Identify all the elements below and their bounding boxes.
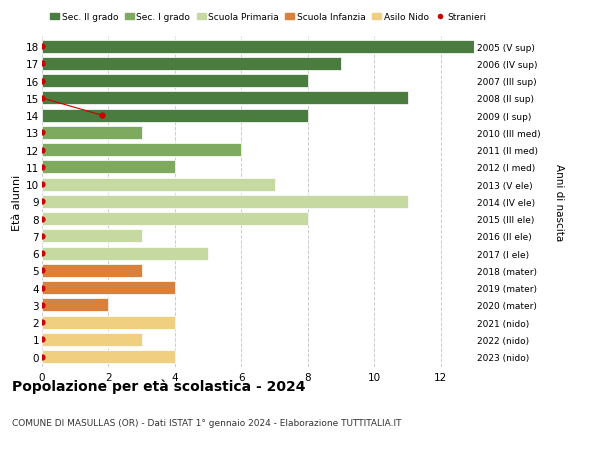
Bar [42,178,275,191]
Bar [42,161,175,174]
Bar [42,316,175,329]
Bar [42,58,341,71]
Y-axis label: Età alunni: Età alunni [12,174,22,230]
Y-axis label: Anni di nascita: Anni di nascita [554,163,564,241]
Bar [42,92,407,105]
Bar [42,350,175,364]
Bar [42,40,474,54]
Bar [42,213,308,226]
Bar [42,109,308,123]
Legend: Sec. II grado, Sec. I grado, Scuola Primaria, Scuola Infanzia, Asilo Nido, Stran: Sec. II grado, Sec. I grado, Scuola Prim… [47,10,490,26]
Bar [42,333,142,346]
Bar [42,196,407,208]
Bar [42,127,142,140]
Text: Popolazione per età scolastica - 2024: Popolazione per età scolastica - 2024 [12,379,305,393]
Bar [42,247,208,260]
Bar [42,230,142,243]
Bar [42,75,308,88]
Bar [42,264,142,277]
Text: COMUNE DI MASULLAS (OR) - Dati ISTAT 1° gennaio 2024 - Elaborazione TUTTITALIA.I: COMUNE DI MASULLAS (OR) - Dati ISTAT 1° … [12,418,401,427]
Bar [42,299,109,312]
Bar [42,144,241,157]
Bar [42,281,175,295]
